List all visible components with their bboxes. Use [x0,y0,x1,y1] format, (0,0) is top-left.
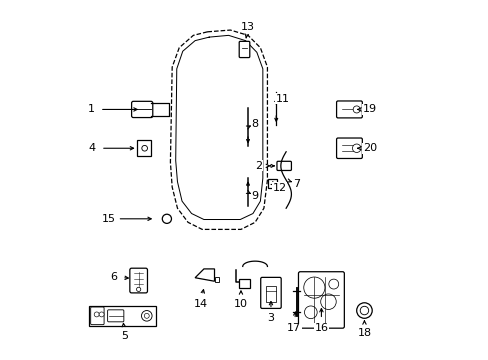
Text: 14: 14 [193,299,207,309]
Text: 13: 13 [241,22,255,32]
Circle shape [304,306,317,319]
FancyBboxPatch shape [260,277,281,309]
Circle shape [356,303,371,318]
Text: 12: 12 [272,183,286,193]
Polygon shape [195,269,214,281]
FancyBboxPatch shape [336,138,362,158]
Circle shape [162,214,171,224]
Circle shape [141,311,152,321]
Circle shape [320,294,336,310]
Circle shape [99,312,104,317]
Circle shape [94,312,99,317]
Bar [239,279,249,288]
Circle shape [328,279,338,289]
Text: 4: 4 [88,143,96,153]
Circle shape [142,145,147,151]
FancyBboxPatch shape [90,307,104,325]
FancyBboxPatch shape [107,310,123,322]
FancyBboxPatch shape [298,272,344,328]
Text: 6: 6 [109,272,117,282]
Bar [214,277,218,282]
Circle shape [352,144,360,153]
Circle shape [352,106,360,113]
FancyBboxPatch shape [130,268,147,293]
Circle shape [144,313,149,318]
Text: 1: 1 [87,104,94,114]
Text: 3: 3 [267,313,274,323]
Text: 17: 17 [286,323,300,333]
Text: 18: 18 [357,328,371,338]
FancyBboxPatch shape [131,101,152,118]
Text: 9: 9 [251,191,258,201]
Text: 16: 16 [314,323,328,333]
Circle shape [360,306,368,315]
Text: 19: 19 [362,104,376,114]
Text: 11: 11 [275,94,289,104]
Text: 5: 5 [121,331,128,341]
FancyBboxPatch shape [276,161,291,171]
Bar [265,286,276,302]
Text: 20: 20 [362,143,376,153]
Bar [268,179,276,188]
Text: 10: 10 [233,299,247,309]
Circle shape [303,277,324,298]
Circle shape [136,287,141,292]
Text: 7: 7 [292,179,300,189]
Text: 2: 2 [255,161,262,171]
FancyBboxPatch shape [336,101,362,118]
Text: 15: 15 [102,214,116,224]
Bar [137,140,151,156]
Bar [89,306,156,326]
Text: 8: 8 [251,118,258,129]
FancyBboxPatch shape [239,41,249,58]
